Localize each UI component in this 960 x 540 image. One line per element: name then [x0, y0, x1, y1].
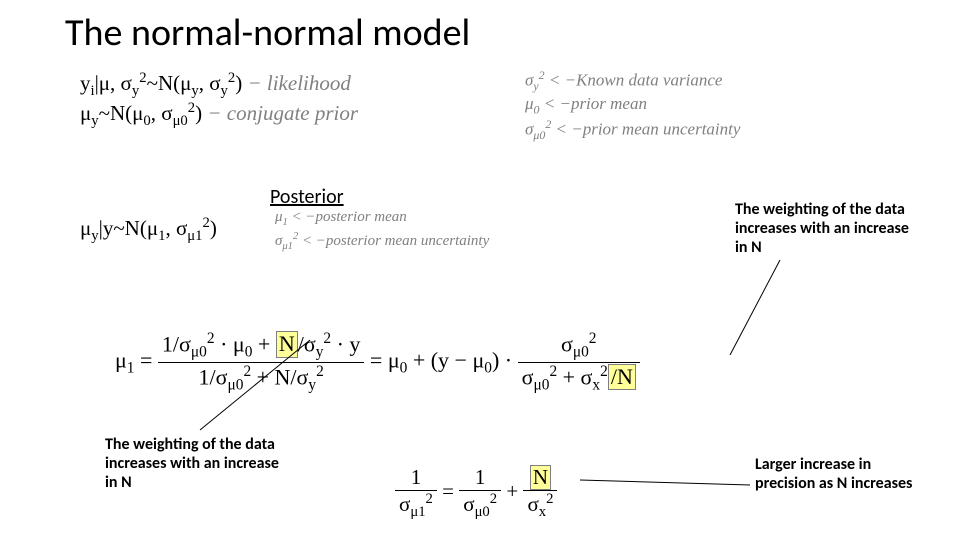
- pe-plus: +: [506, 479, 523, 503]
- note-bottom-left: The weighting of the data increases with…: [105, 435, 295, 493]
- def-sigma-y: σy2 < −Known data variance: [525, 68, 740, 94]
- po-c: , σ: [165, 216, 187, 240]
- po-muy: y: [91, 228, 98, 244]
- likelihood-line: yi|μ, σy2~N(μy, σy2) − likelihood: [80, 70, 358, 100]
- m1-mid: = μ: [370, 347, 400, 372]
- pr-mu: μ: [80, 101, 91, 125]
- highlight-N-1: N: [276, 331, 298, 357]
- likelihood-prior-block: yi|μ, σy2~N(μy, σy2) − likelihood μy~N(μ…: [80, 70, 358, 130]
- lk-sy2: y: [221, 83, 228, 99]
- mu1-equation: μ1 = 1/σμ02 · μ0 + N/σy2 · y 1/σμ02 + N/…: [115, 330, 640, 394]
- definitions-block: σy2 < −Known data variance μ0 < −prior m…: [525, 68, 740, 143]
- def-mu0: μ0 < −prior mean: [525, 94, 740, 117]
- slide: The normal-normal model yi|μ, σy2~N(μy, …: [0, 0, 960, 540]
- pe-f2: 1 σμ02: [459, 465, 501, 521]
- pr-mu0: 0: [143, 113, 150, 129]
- pr-sm0: μ0: [173, 113, 188, 129]
- posterior-ann: μ1 < −posterior mean σμ12 < −posterior m…: [275, 208, 489, 253]
- m1-eq: =: [135, 347, 158, 372]
- lk-label: − likelihood: [242, 71, 351, 95]
- d2b: < −prior mean: [540, 94, 647, 113]
- m1-frac1: 1/σμ02 · μ0 + N/σy2 · y 1/σμ02 + N/σy2: [158, 330, 365, 394]
- precision-equation: 1 σμ12 = 1 σμ02 + N σx2: [395, 465, 557, 521]
- note-top-right: The weighting of the data increases with…: [735, 200, 925, 258]
- po-s2: μ1: [187, 228, 202, 244]
- highlight-N-2: N: [530, 465, 551, 490]
- d2a: μ: [525, 94, 534, 113]
- po-ann2: σμ12 < −posterior mean uncertainty: [275, 230, 489, 254]
- d1b: < −Known data variance: [545, 71, 723, 90]
- po-cond: |y~N(μ: [99, 216, 158, 240]
- pr-cs: , σ: [151, 101, 173, 125]
- m1-lsub: 1: [127, 360, 135, 377]
- lk-cond: |μ, σ: [95, 71, 132, 95]
- m1-lhs: μ: [115, 347, 127, 372]
- pe-f1: 1 σμ12: [395, 465, 437, 521]
- page-title: The normal-normal model: [65, 10, 470, 56]
- lk-dist: ~N(μ: [147, 71, 192, 95]
- def-sigma-mu0: σμ02 < −prior mean uncertainty: [525, 117, 740, 143]
- po-ann1: μ1 < −posterior mean: [275, 208, 489, 230]
- po-cl: ): [210, 216, 217, 240]
- lk-cs: , σ: [199, 71, 221, 95]
- pe-f3: N σx2: [523, 465, 557, 521]
- prior-line: μy~N(μ0, σμ02) − conjugate prior: [80, 100, 358, 130]
- highlight-slashN: /N: [608, 364, 636, 390]
- lk-y: y: [80, 71, 91, 95]
- po-mu: μ: [80, 216, 91, 240]
- note-bottom-right: Larger increase in precision as N increa…: [755, 455, 925, 493]
- pr-muy: y: [91, 113, 98, 129]
- m1-frac2: σμ02 σμ02 + σx2/N: [518, 330, 640, 394]
- posterior-heading: Posterior: [270, 185, 344, 209]
- pe-eq: =: [442, 479, 459, 503]
- d3b: < −prior mean uncertainty: [551, 120, 740, 139]
- pr-dist: ~N(μ: [99, 101, 144, 125]
- posterior-block: μy|y~N(μ1, σμ12): [80, 215, 217, 245]
- lk-muy: y: [191, 83, 198, 99]
- pr-label: − conjugate prior: [202, 101, 358, 125]
- posterior-line: μy|y~N(μ1, σμ12): [80, 216, 217, 240]
- d3s: μ0: [533, 128, 545, 142]
